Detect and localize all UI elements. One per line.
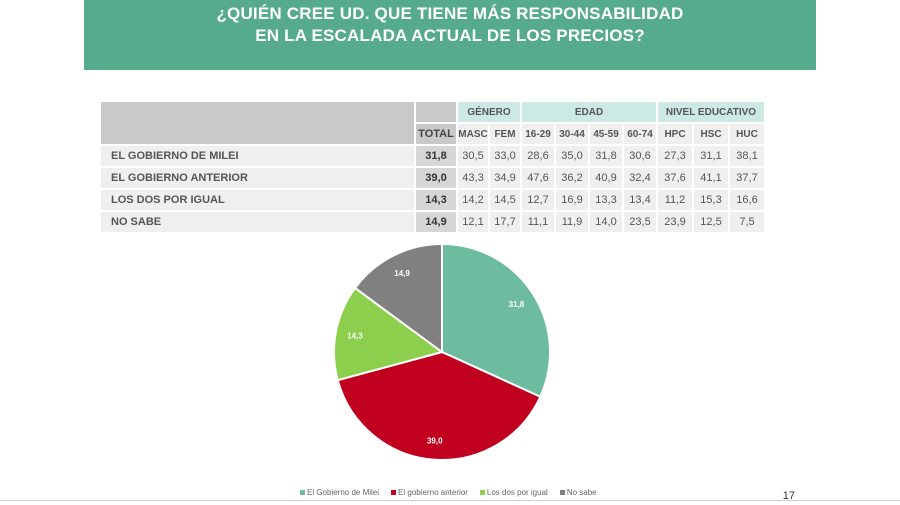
group-header-nivel-educativo: NIVEL EDUCATIVO	[658, 102, 764, 122]
cell-total: 14,3	[416, 190, 456, 210]
total-group-spacer	[416, 102, 456, 122]
title-line-2: EN LA ESCALADA ACTUAL DE LOS PRECIOS?	[255, 26, 645, 45]
cell: 7,5	[730, 212, 764, 232]
column-header-fem: FEM	[490, 124, 520, 144]
legend-item: No sabe	[559, 488, 597, 497]
page-number: 17	[782, 490, 795, 502]
column-header-16-29: 16-29	[522, 124, 554, 144]
cell: 14,0	[590, 212, 622, 232]
cell: 31,1	[694, 146, 728, 166]
legend-item: Los dos por igual	[479, 488, 548, 497]
legend-label: Los dos por igual	[486, 488, 548, 497]
cell: 11,1	[522, 212, 554, 232]
cell: 37,6	[658, 168, 692, 188]
pie-slice-label: 14,9	[394, 269, 410, 278]
cell: 33,0	[490, 146, 520, 166]
cell: 30,5	[458, 146, 488, 166]
group-header-edad: EDAD	[522, 102, 656, 122]
row-label: EL GOBIERNO DE MILEI	[101, 146, 414, 166]
cell: 40,9	[590, 168, 622, 188]
column-header-masc: MASC	[458, 124, 488, 144]
cell: 43,3	[458, 168, 488, 188]
cell: 31,8	[590, 146, 622, 166]
column-header-60-74: 60-74	[624, 124, 656, 144]
pie-slice	[336, 350, 542, 461]
cell: 30,6	[624, 146, 656, 166]
table-row: EL GOBIERNO ANTERIOR 39,0 43,3 34,9 47,6…	[101, 168, 764, 188]
cell: 12,1	[458, 212, 488, 232]
cell: 14,5	[490, 190, 520, 210]
pie-slice	[441, 242, 551, 399]
cell: 12,5	[694, 212, 728, 232]
cell: 37,7	[730, 168, 764, 188]
legend-label: El Gobierno de Milei	[307, 488, 380, 497]
cell: 36,2	[556, 168, 588, 188]
cell: 28,6	[522, 146, 554, 166]
cell: 12,7	[522, 190, 554, 210]
column-header-hpc: HPC	[658, 124, 692, 144]
legend-swatch	[559, 490, 565, 496]
legend-swatch	[479, 490, 485, 496]
legend-swatch	[300, 490, 305, 496]
footer-divider	[0, 500, 900, 501]
chart-legend: El Gobierno de Milei El gobierno anterio…	[300, 488, 597, 497]
column-header-total: TOTAL	[416, 124, 456, 144]
pie-slice	[333, 286, 445, 382]
column-header-huc: HUC	[730, 124, 764, 144]
cell-total: 39,0	[416, 168, 456, 188]
legend-label: No sabe	[566, 488, 597, 497]
pie-chart: 31,8 39,0 14,3 14,9	[333, 242, 551, 461]
table-row: LOS DOS POR IGUAL 14,3 14,2 14,5 12,7 16…	[101, 190, 764, 210]
cell: 17,7	[490, 212, 520, 232]
column-header-30-44: 30-44	[556, 124, 588, 144]
cell: 23,9	[658, 212, 692, 232]
table-row: EL GOBIERNO DE MILEI 31,8 30,5 33,0 28,6…	[101, 146, 764, 166]
row-label: NO SABE	[101, 212, 414, 232]
group-header-genero: GÉNERO	[458, 102, 520, 122]
pie-slice-label: 39,0	[427, 436, 443, 445]
legend-item: El Gobierno de Milei	[300, 488, 379, 497]
legend-item: El gobierno anterior	[391, 488, 468, 497]
cell: 41,1	[694, 168, 728, 188]
title-line-1: ¿QUIÉN CREE UD. QUE TIENE MÁS RESPONSABI…	[216, 4, 684, 23]
cell: 16,9	[556, 190, 588, 210]
cell-total: 31,8	[416, 146, 456, 166]
legend-swatch	[391, 490, 397, 496]
cell: 11,2	[658, 190, 692, 210]
cell: 32,4	[624, 168, 656, 188]
pie-slice-label: 31,8	[509, 300, 525, 309]
cell: 35,0	[556, 146, 588, 166]
title-banner: ¿QUIÉN CREE UD. QUE TIENE MÁS RESPONSABI…	[84, 0, 816, 70]
cell: 13,3	[590, 190, 622, 210]
cell: 16,6	[730, 190, 764, 210]
pie-slice	[353, 242, 443, 354]
table-corner	[101, 102, 414, 144]
cell: 47,6	[522, 168, 554, 188]
column-header-hsc: HSC	[694, 124, 728, 144]
column-header-45-59: 45-59	[590, 124, 622, 144]
cell: 23,5	[624, 212, 656, 232]
row-label: LOS DOS POR IGUAL	[101, 190, 414, 210]
table-row: NO SABE 14,9 12,1 17,7 11,1 11,9 14,0 23…	[101, 212, 764, 232]
cell: 15,3	[694, 190, 728, 210]
column-header-row: TOTAL MASC FEM 16-29 30-44 45-59 60-74 H…	[101, 124, 764, 144]
row-label: EL GOBIERNO ANTERIOR	[101, 168, 414, 188]
group-header-row: GÉNERO EDAD NIVEL EDUCATIVO	[101, 102, 764, 144]
cell: 11,9	[556, 212, 588, 232]
results-table: GÉNERO EDAD NIVEL EDUCATIVO TOTAL MASC F…	[99, 100, 766, 234]
legend-label: El gobierno anterior	[398, 488, 468, 497]
cell: 34,9	[490, 168, 520, 188]
pie-slice-label: 14,3	[347, 332, 363, 341]
cell: 14,2	[458, 190, 488, 210]
cell: 13,4	[624, 190, 656, 210]
cell: 27,3	[658, 146, 692, 166]
cell-total: 14,9	[416, 212, 456, 232]
cell: 38,1	[730, 146, 764, 166]
